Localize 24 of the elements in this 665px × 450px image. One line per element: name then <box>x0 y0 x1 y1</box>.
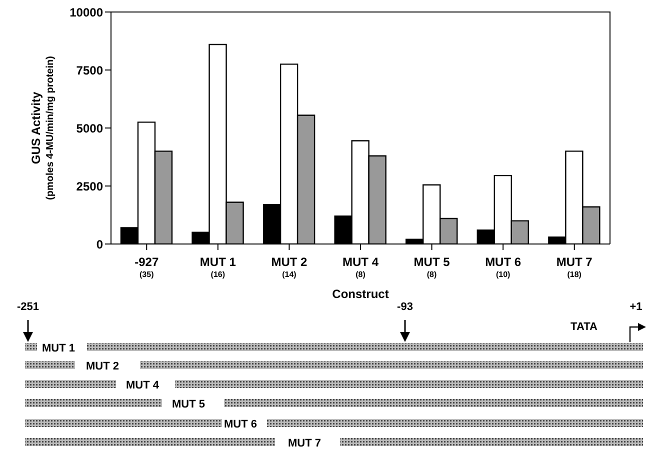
y-tick-label: 2500 <box>76 179 104 194</box>
x-axis-title: Construct <box>332 287 389 301</box>
text: MUT 4 <box>126 380 160 392</box>
y-tick-label: 0 <box>96 237 104 252</box>
text: -251 <box>16 301 40 313</box>
text: MUT 2 <box>86 360 119 372</box>
x-tick-label: MUT 2 (14) <box>271 255 308 279</box>
y-axis-title: GUS Activity (pmoles 4-MU/min/mg protein) <box>29 56 56 200</box>
y-tick-label: 5000 <box>76 121 104 136</box>
x-tick-label: MUT 6 (10) <box>485 255 522 279</box>
text: MUT 6 <box>224 418 257 430</box>
y-tick-label: 7500 <box>76 63 104 78</box>
text: MUT 5 <box>172 398 205 410</box>
text: TATA <box>570 321 598 333</box>
x-tick-label: MUT 1 (16) <box>200 255 236 279</box>
text: +1 <box>630 301 642 313</box>
y-tick-label: 10000 <box>70 5 104 20</box>
text: -93 <box>397 301 413 313</box>
x-tick-label: MUT 4 (8) <box>342 255 379 279</box>
x-tick-label: -927 (35) <box>134 255 159 279</box>
x-tick-label: MUT 7 (18) <box>556 255 593 279</box>
text: MUT 7 <box>288 438 321 450</box>
text: MUT 1 <box>42 342 75 354</box>
x-tick-label: MUT 5 (8) <box>414 255 450 279</box>
